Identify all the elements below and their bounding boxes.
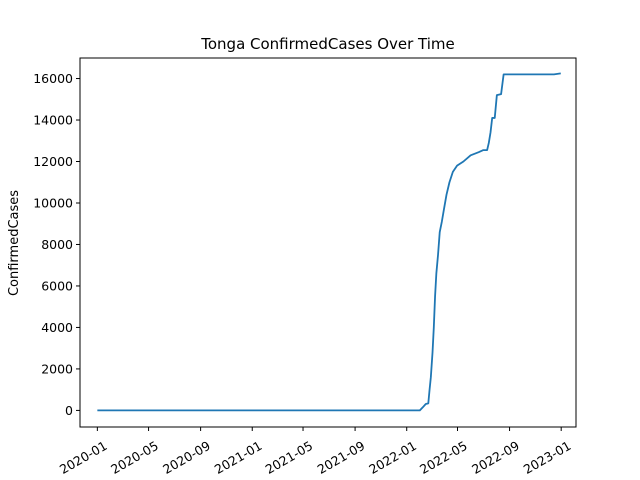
- plot-area-frame: [79, 57, 577, 428]
- x-tick-label: 2021-05: [263, 438, 316, 477]
- chart-title: Tonga ConfirmedCases Over Time: [200, 35, 455, 53]
- x-tick-label: 2022-09: [469, 438, 522, 477]
- y-tick-label: 14000: [33, 113, 73, 128]
- y-tick-label: 10000: [33, 195, 73, 210]
- x-tick-label: 2021-01: [212, 438, 265, 477]
- y-tick-label: 12000: [33, 154, 73, 169]
- x-tick-label: 2023-01: [521, 438, 574, 477]
- series-layer: [97, 72, 561, 412]
- y-tick-label: 0: [65, 403, 73, 418]
- y-tick-label: 2000: [41, 361, 73, 376]
- x-tick-label: 2022-01: [366, 438, 419, 477]
- series-line: [97, 72, 561, 412]
- x-tick-label: 2020-09: [160, 438, 213, 477]
- y-tick-label: 16000: [33, 71, 73, 86]
- y-axis-label: ConfirmedCases: [7, 190, 22, 296]
- y-tick-label: 8000: [41, 237, 73, 252]
- x-tick-label: 2021-09: [315, 438, 368, 477]
- y-tick-label: 6000: [41, 278, 73, 293]
- x-tick-label: 2020-05: [108, 438, 161, 477]
- x-tick-label: 2022-05: [417, 438, 470, 477]
- y-tick-label: 4000: [41, 320, 73, 335]
- x-tick-label: 2020-01: [57, 438, 110, 477]
- y-axis-ticks: 0 2000 4000 6000 8000 10000 12000 14000 16000: [33, 71, 80, 418]
